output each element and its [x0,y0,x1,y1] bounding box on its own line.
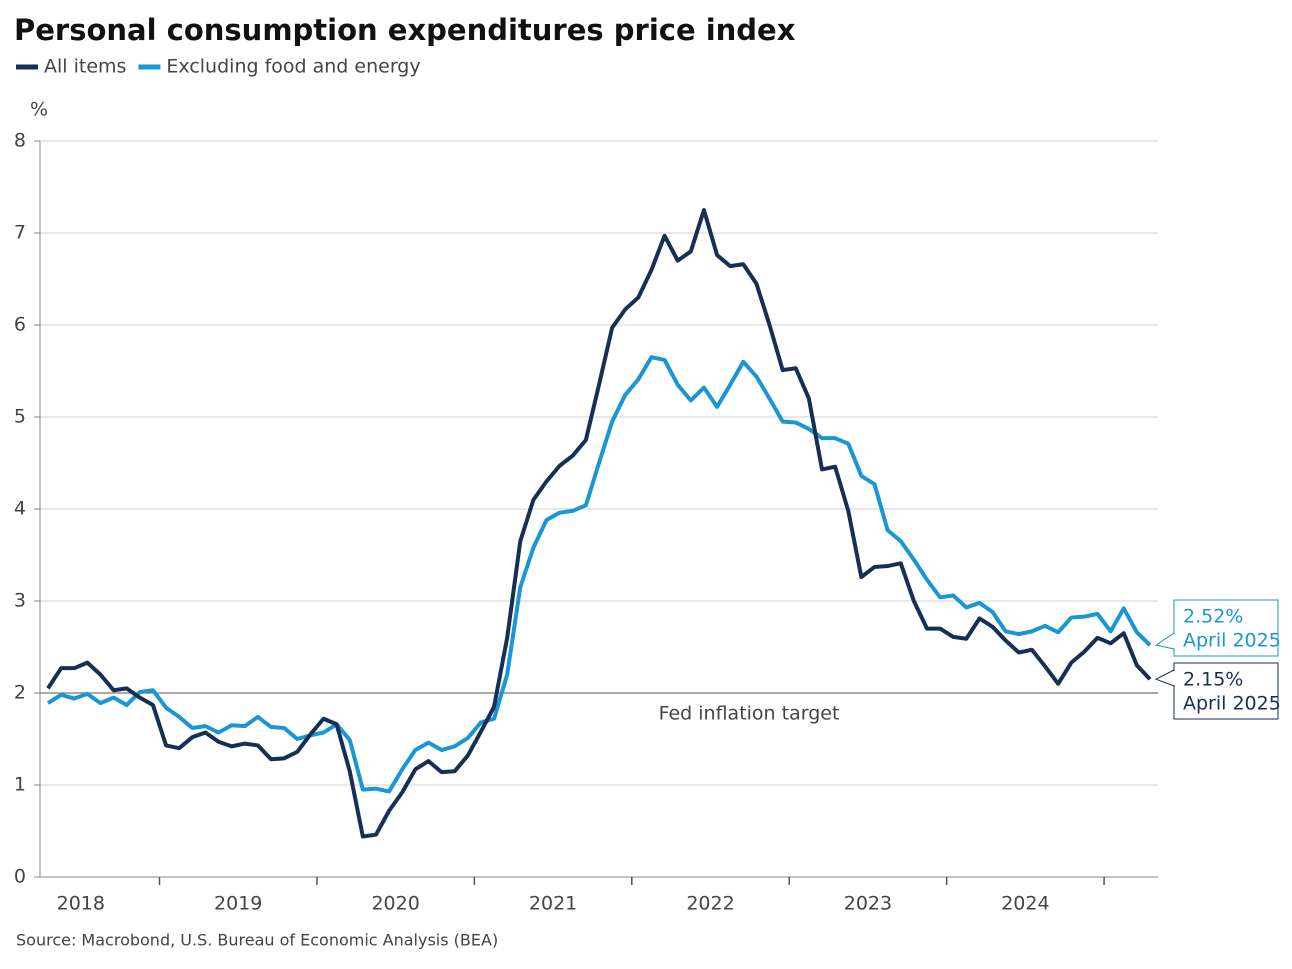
y-tick-label: 7 [14,222,26,244]
annotation-box [1173,599,1279,657]
legend-label: All items [44,56,126,78]
y-tick-label: 6 [14,314,26,336]
y-tick-label: 2 [14,682,26,704]
x-tick-label: 2019 [214,893,262,915]
y-tick-label: 3 [14,590,26,612]
y-tick-label: 8 [14,130,26,152]
legend: All items Excluding food and energy [16,56,421,78]
x-tick-label: 2024 [1001,893,1049,915]
target-label: Fed inflation target [659,703,840,725]
series-line [46,355,1152,794]
chart-title: Personal consumption expenditures price … [14,13,796,47]
x-tick-label: 2020 [371,893,419,915]
y-axis-label: % [30,99,48,121]
y-tick-label: 0 [14,866,26,888]
annotation-date: April 2025 [1183,630,1281,652]
annotation-pointer [1154,632,1175,650]
legend-label: Excluding food and energy [166,56,420,78]
x-tick-label: 2021 [529,893,577,915]
series-line [46,208,1152,839]
x-tick-label: 2018 [57,893,105,915]
y-tick-label: 1 [14,774,26,796]
annotation-pointer [1154,669,1175,687]
annotation-box [1173,662,1279,720]
annotation-value: 2.15% [1183,669,1243,691]
x-tick-label: 2022 [686,893,734,915]
annotation-date: April 2025 [1183,693,1281,715]
y-tick-label: 4 [14,498,26,520]
y-tick-label: 5 [14,406,26,428]
annotation-value: 2.52% [1183,606,1243,628]
source: Source: Macrobond, U.S. Bureau of Econom… [16,931,498,950]
x-tick-label: 2023 [844,893,892,915]
